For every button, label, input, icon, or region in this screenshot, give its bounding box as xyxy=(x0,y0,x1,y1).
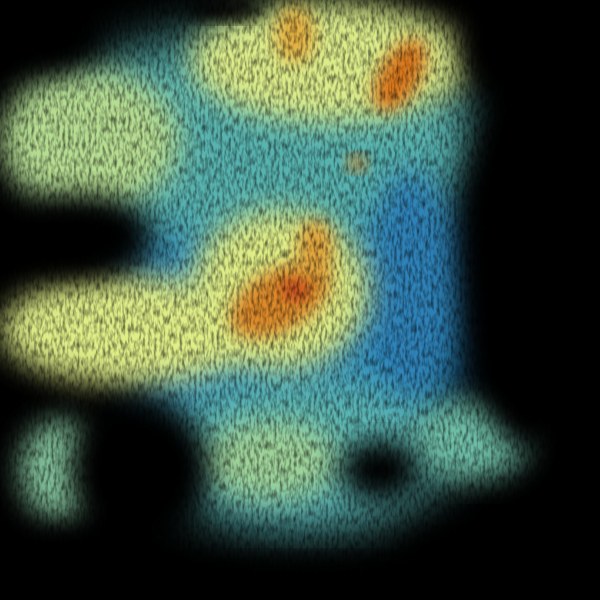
radar-speckle xyxy=(0,0,600,600)
radar-image xyxy=(0,0,600,600)
